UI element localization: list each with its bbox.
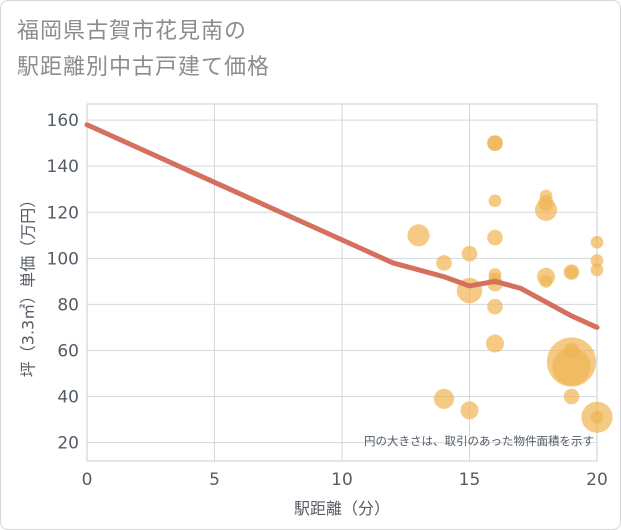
x-tick-label: 5 — [209, 470, 220, 490]
data-point — [590, 235, 604, 249]
x-tick-label: 15 — [459, 470, 481, 490]
grid-lines — [87, 104, 597, 461]
data-point — [436, 255, 452, 271]
chart-title: 福岡県古賀市花見南の 駅距離別中古戸建て価格 — [17, 14, 270, 86]
y-tick-label: 160 — [47, 111, 79, 131]
data-point — [488, 194, 502, 208]
y-tick-label: 20 — [57, 434, 79, 454]
y-tick-label: 60 — [57, 341, 79, 361]
chart-title-line2: 駅距離別中古戸建て価格 — [17, 55, 271, 80]
y-tick-label: 80 — [57, 295, 79, 315]
data-point — [407, 224, 430, 247]
trend-line-group — [84, 122, 600, 330]
data-point — [539, 274, 553, 288]
data-point — [590, 263, 604, 277]
chart-title-line1: 福岡県古賀市花見南の — [17, 19, 248, 44]
data-point — [460, 401, 479, 420]
data-point — [590, 254, 604, 267]
bubble-size-note: 円の大きさは、取引のあった物件面積を示す — [364, 434, 594, 448]
data-point — [487, 298, 503, 315]
data-point — [486, 334, 504, 353]
data-point — [552, 347, 591, 386]
y-tick-label: 100 — [47, 249, 79, 269]
x-tick-label: 10 — [331, 470, 353, 490]
x-axis-label: 駅距離（分） — [294, 499, 390, 518]
data-point — [461, 245, 478, 262]
bubble-series — [407, 135, 613, 433]
data-point — [565, 265, 578, 279]
y-tick-label: 140 — [47, 157, 79, 177]
y-tick-label: 120 — [47, 203, 79, 223]
y-axis-label: 坪（3.3㎡）単価（万円） — [19, 192, 38, 377]
y-tick-label: 40 — [57, 388, 79, 408]
data-point — [590, 410, 604, 424]
data-point — [563, 388, 580, 405]
axis-ticks: 20 40 60 80 100 120 140 160 0 5 10 15 20 — [47, 111, 608, 490]
trend-line — [84, 122, 600, 330]
x-tick-label: 0 — [82, 470, 93, 490]
data-point — [487, 135, 503, 151]
data-point — [433, 388, 455, 409]
data-point — [487, 229, 503, 246]
data-point — [534, 198, 558, 221]
x-tick-label: 20 — [586, 470, 608, 490]
